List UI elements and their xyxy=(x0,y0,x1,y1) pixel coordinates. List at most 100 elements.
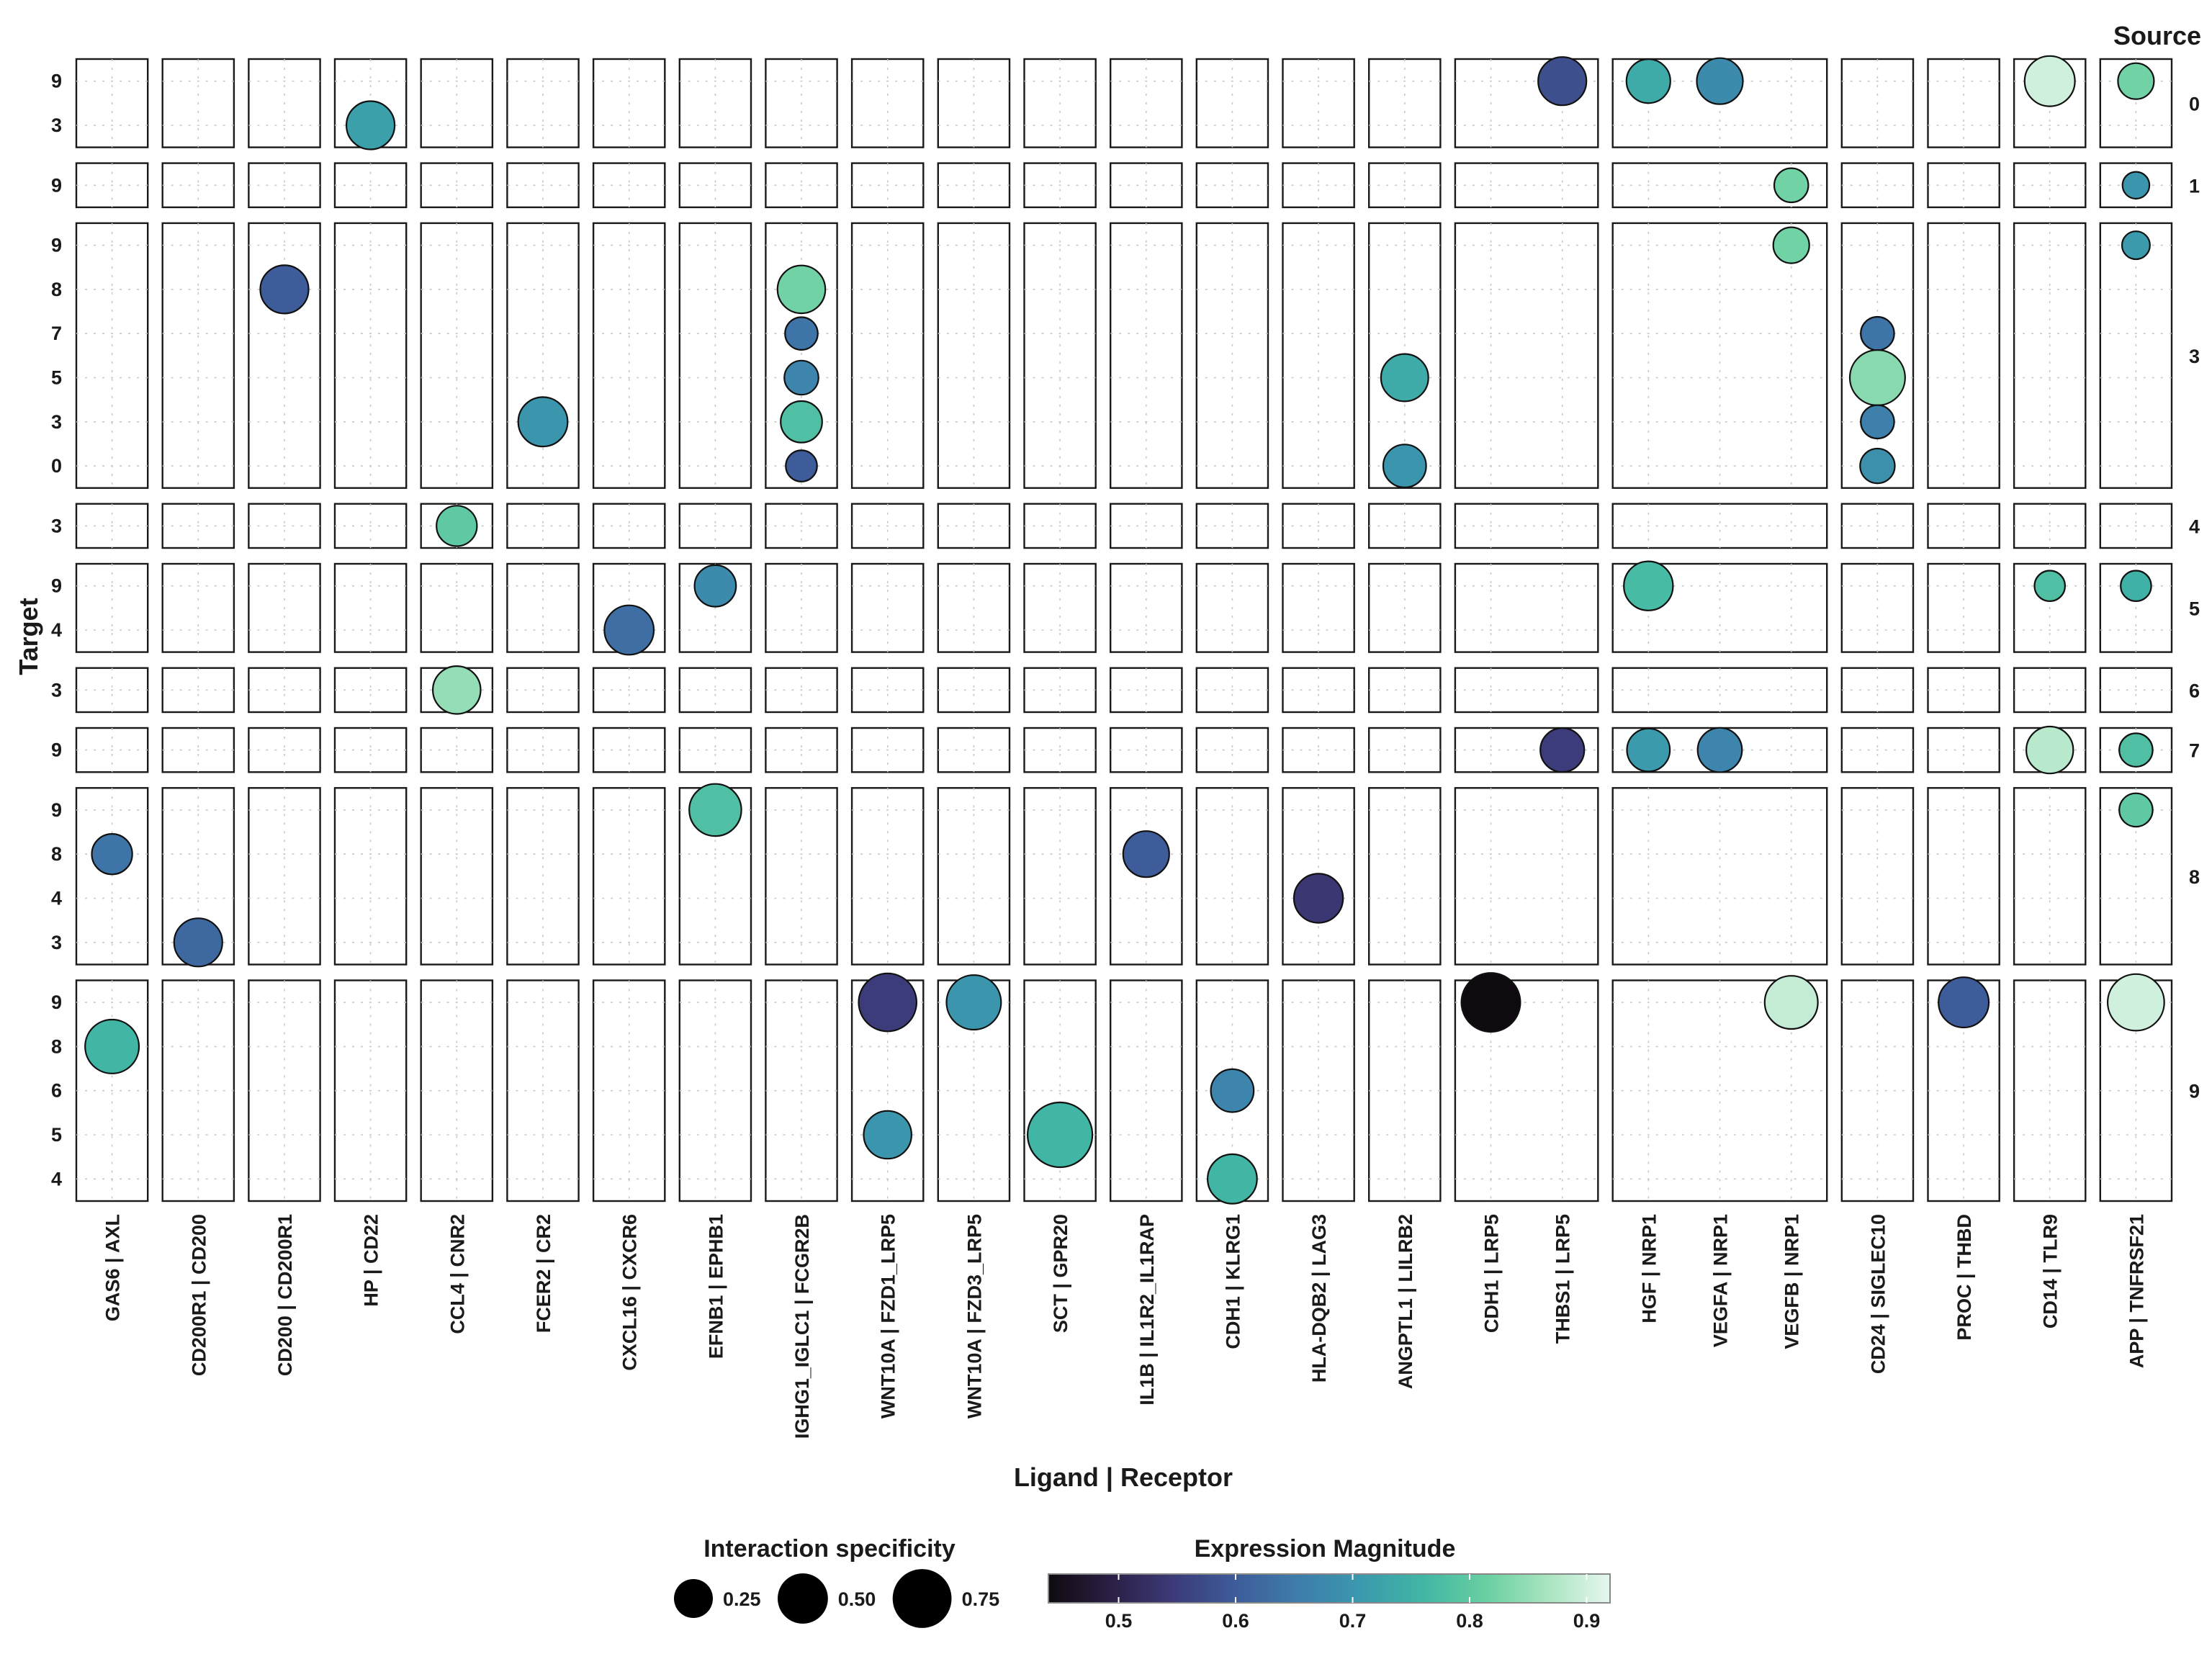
y-tick-label: 5 xyxy=(51,367,62,389)
size-legend-key xyxy=(674,1579,713,1618)
x-axis-title: Ligand | Receptor xyxy=(1014,1462,1233,1493)
y-axis-title: Target xyxy=(14,598,43,675)
data-point xyxy=(1460,972,1521,1033)
y-tick-label: 3 xyxy=(51,679,62,701)
x-tick-hla-dqb2-lag3: HLA-DQB2 | LAG3 xyxy=(1308,1214,1330,1382)
y-tick-label: 4 xyxy=(51,888,62,909)
x-tick-cdh1-lrp5: CDH1 | LRP5 xyxy=(1481,1214,1503,1333)
data-point xyxy=(1773,167,1809,204)
facet-label-source-1: 1 xyxy=(2189,175,2200,197)
data-point xyxy=(1859,447,1896,485)
data-point xyxy=(858,972,918,1033)
data-point xyxy=(2121,171,2151,200)
data-point xyxy=(1772,226,1810,264)
color-legend-label: 0.9 xyxy=(1573,1610,1601,1632)
data-point xyxy=(1763,975,1819,1030)
color-legend-label: 0.5 xyxy=(1105,1610,1133,1632)
x-tick-cd200-cd200r1: CD200 | CD200R1 xyxy=(274,1214,296,1376)
x-tick-cd24-siglec10: CD24 | SIGLEC10 xyxy=(1867,1214,1889,1374)
facet-label-source-0: 0 xyxy=(2189,93,2200,114)
data-point xyxy=(91,832,133,876)
facet-label-source-7: 7 xyxy=(2189,740,2200,762)
size-legend-label: 0.25 xyxy=(723,1588,761,1610)
color-legend-label: 0.7 xyxy=(1339,1610,1367,1632)
y-tick-label: 8 xyxy=(51,843,62,865)
y-tick-label: 9 xyxy=(51,739,62,761)
size-legend: Interaction specificity 0.25 0.50 0.75 xyxy=(674,1535,999,1628)
y-tick-label: 4 xyxy=(51,1168,62,1190)
facet-label-source-5: 5 xyxy=(2189,598,2200,619)
facet-panel xyxy=(1454,787,1599,966)
x-tick-vegfa-nrp1: VEGFA | NRP1 xyxy=(1710,1214,1732,1347)
y-tick-label: 8 xyxy=(51,1035,62,1057)
data-point xyxy=(173,917,223,968)
facet-label-source-4: 4 xyxy=(2189,516,2200,537)
x-tick-wnt10a-fzd3-lrp5: WNT10A | FZD3_LRP5 xyxy=(963,1214,985,1419)
data-point xyxy=(436,505,478,547)
x-tick-cd14-tlr9: CD14 | TLR9 xyxy=(2040,1214,2062,1328)
y-tick-label: 9 xyxy=(51,174,62,196)
data-point xyxy=(2120,570,2152,603)
x-tick-angptl1-lilrb2: ANGPTL1 | LILRB2 xyxy=(1395,1214,1416,1389)
x-tick-gas6-axl: GAS6 | AXL xyxy=(102,1214,124,1321)
data-point xyxy=(784,316,819,351)
data-point xyxy=(1210,1068,1255,1113)
data-point xyxy=(863,1110,913,1160)
facet-label-source-9: 9 xyxy=(2189,1081,2200,1102)
x-tick-ighg1-iglc1-fcgr2b: IGHG1_IGLC1 | FCGR2B xyxy=(791,1214,813,1439)
data-point xyxy=(1938,976,1990,1029)
x-tick-hgf-nrp1: HGF | NRP1 xyxy=(1638,1214,1660,1323)
y-tick-label: 6 xyxy=(51,1080,62,1102)
data-point xyxy=(785,449,818,482)
color-legend: Expression Magnitude 0.5 0.6 0.7 0.8 0.9 xyxy=(1048,1535,1611,1632)
data-point xyxy=(1848,349,1906,407)
size-legend-key xyxy=(892,1569,952,1628)
size-legend-key xyxy=(778,1573,828,1624)
facet-panel xyxy=(1454,562,1599,653)
data-point xyxy=(776,264,827,315)
facet-panel xyxy=(420,562,494,653)
x-tick-wnt10a-fzd1-lrp5: WNT10A | FZD1_LRP5 xyxy=(878,1214,899,1419)
y-tick-label: 9 xyxy=(51,799,62,821)
x-tick-efnb1-ephb1: EFNB1 | EPHB1 xyxy=(705,1214,727,1359)
facet-label-source-8: 8 xyxy=(2189,866,2200,888)
data-point xyxy=(345,100,396,150)
x-tick-ccl4-cnr2: CCL4 | CNR2 xyxy=(446,1214,468,1334)
data-point xyxy=(1539,727,1586,773)
color-legend-title: Expression Magnitude xyxy=(1195,1535,1456,1563)
y-tick-label: 3 xyxy=(51,411,62,433)
y-tick-label: 8 xyxy=(51,279,62,300)
data-point xyxy=(693,564,737,608)
facet-panel xyxy=(1454,667,1599,714)
data-point xyxy=(1380,353,1429,403)
y-tick-label: 3 xyxy=(51,515,62,536)
facet-label-source-3: 3 xyxy=(2189,346,2200,367)
data-point xyxy=(1122,830,1170,878)
size-legend-label: 0.50 xyxy=(838,1588,876,1610)
x-tick-cd200r1-cd200: CD200R1 | CD200 xyxy=(188,1214,210,1376)
x-tick-cdh1-klrg1: CDH1 | KLRG1 xyxy=(1222,1214,1244,1349)
y-tick-label: 9 xyxy=(51,992,62,1013)
data-point xyxy=(1026,1101,1094,1169)
color-legend-bar xyxy=(1048,1573,1611,1604)
y-tick-label: 3 xyxy=(51,932,62,953)
x-tick-sct-gpr20: SCT | GPR20 xyxy=(1050,1214,1071,1333)
y-tick-label: 9 xyxy=(51,71,62,92)
facet-panel xyxy=(248,562,321,653)
data-point xyxy=(1537,56,1588,107)
x-tick-cxcl16-cxcr6: CXCL16 | CXCR6 xyxy=(619,1214,641,1371)
y-tick-label: 9 xyxy=(51,235,62,256)
x-tick-thbs1-lrp5: THBS1 | LRP5 xyxy=(1552,1214,1574,1344)
data-point xyxy=(517,396,569,448)
x-tick-il1b-il1r2-il1rap: IL1B | IL1R2_IL1RAP xyxy=(1136,1214,1158,1406)
y-tick-label: 9 xyxy=(51,575,62,597)
data-point xyxy=(259,264,310,315)
data-point xyxy=(603,604,655,656)
color-legend-label: 0.6 xyxy=(1222,1610,1249,1632)
data-point xyxy=(431,665,482,715)
x-tick-proc-thbd: PROC | THBD xyxy=(1954,1214,1975,1341)
y-tick-label: 3 xyxy=(51,114,62,136)
data-point xyxy=(2106,973,2165,1032)
data-point xyxy=(2033,570,2067,603)
